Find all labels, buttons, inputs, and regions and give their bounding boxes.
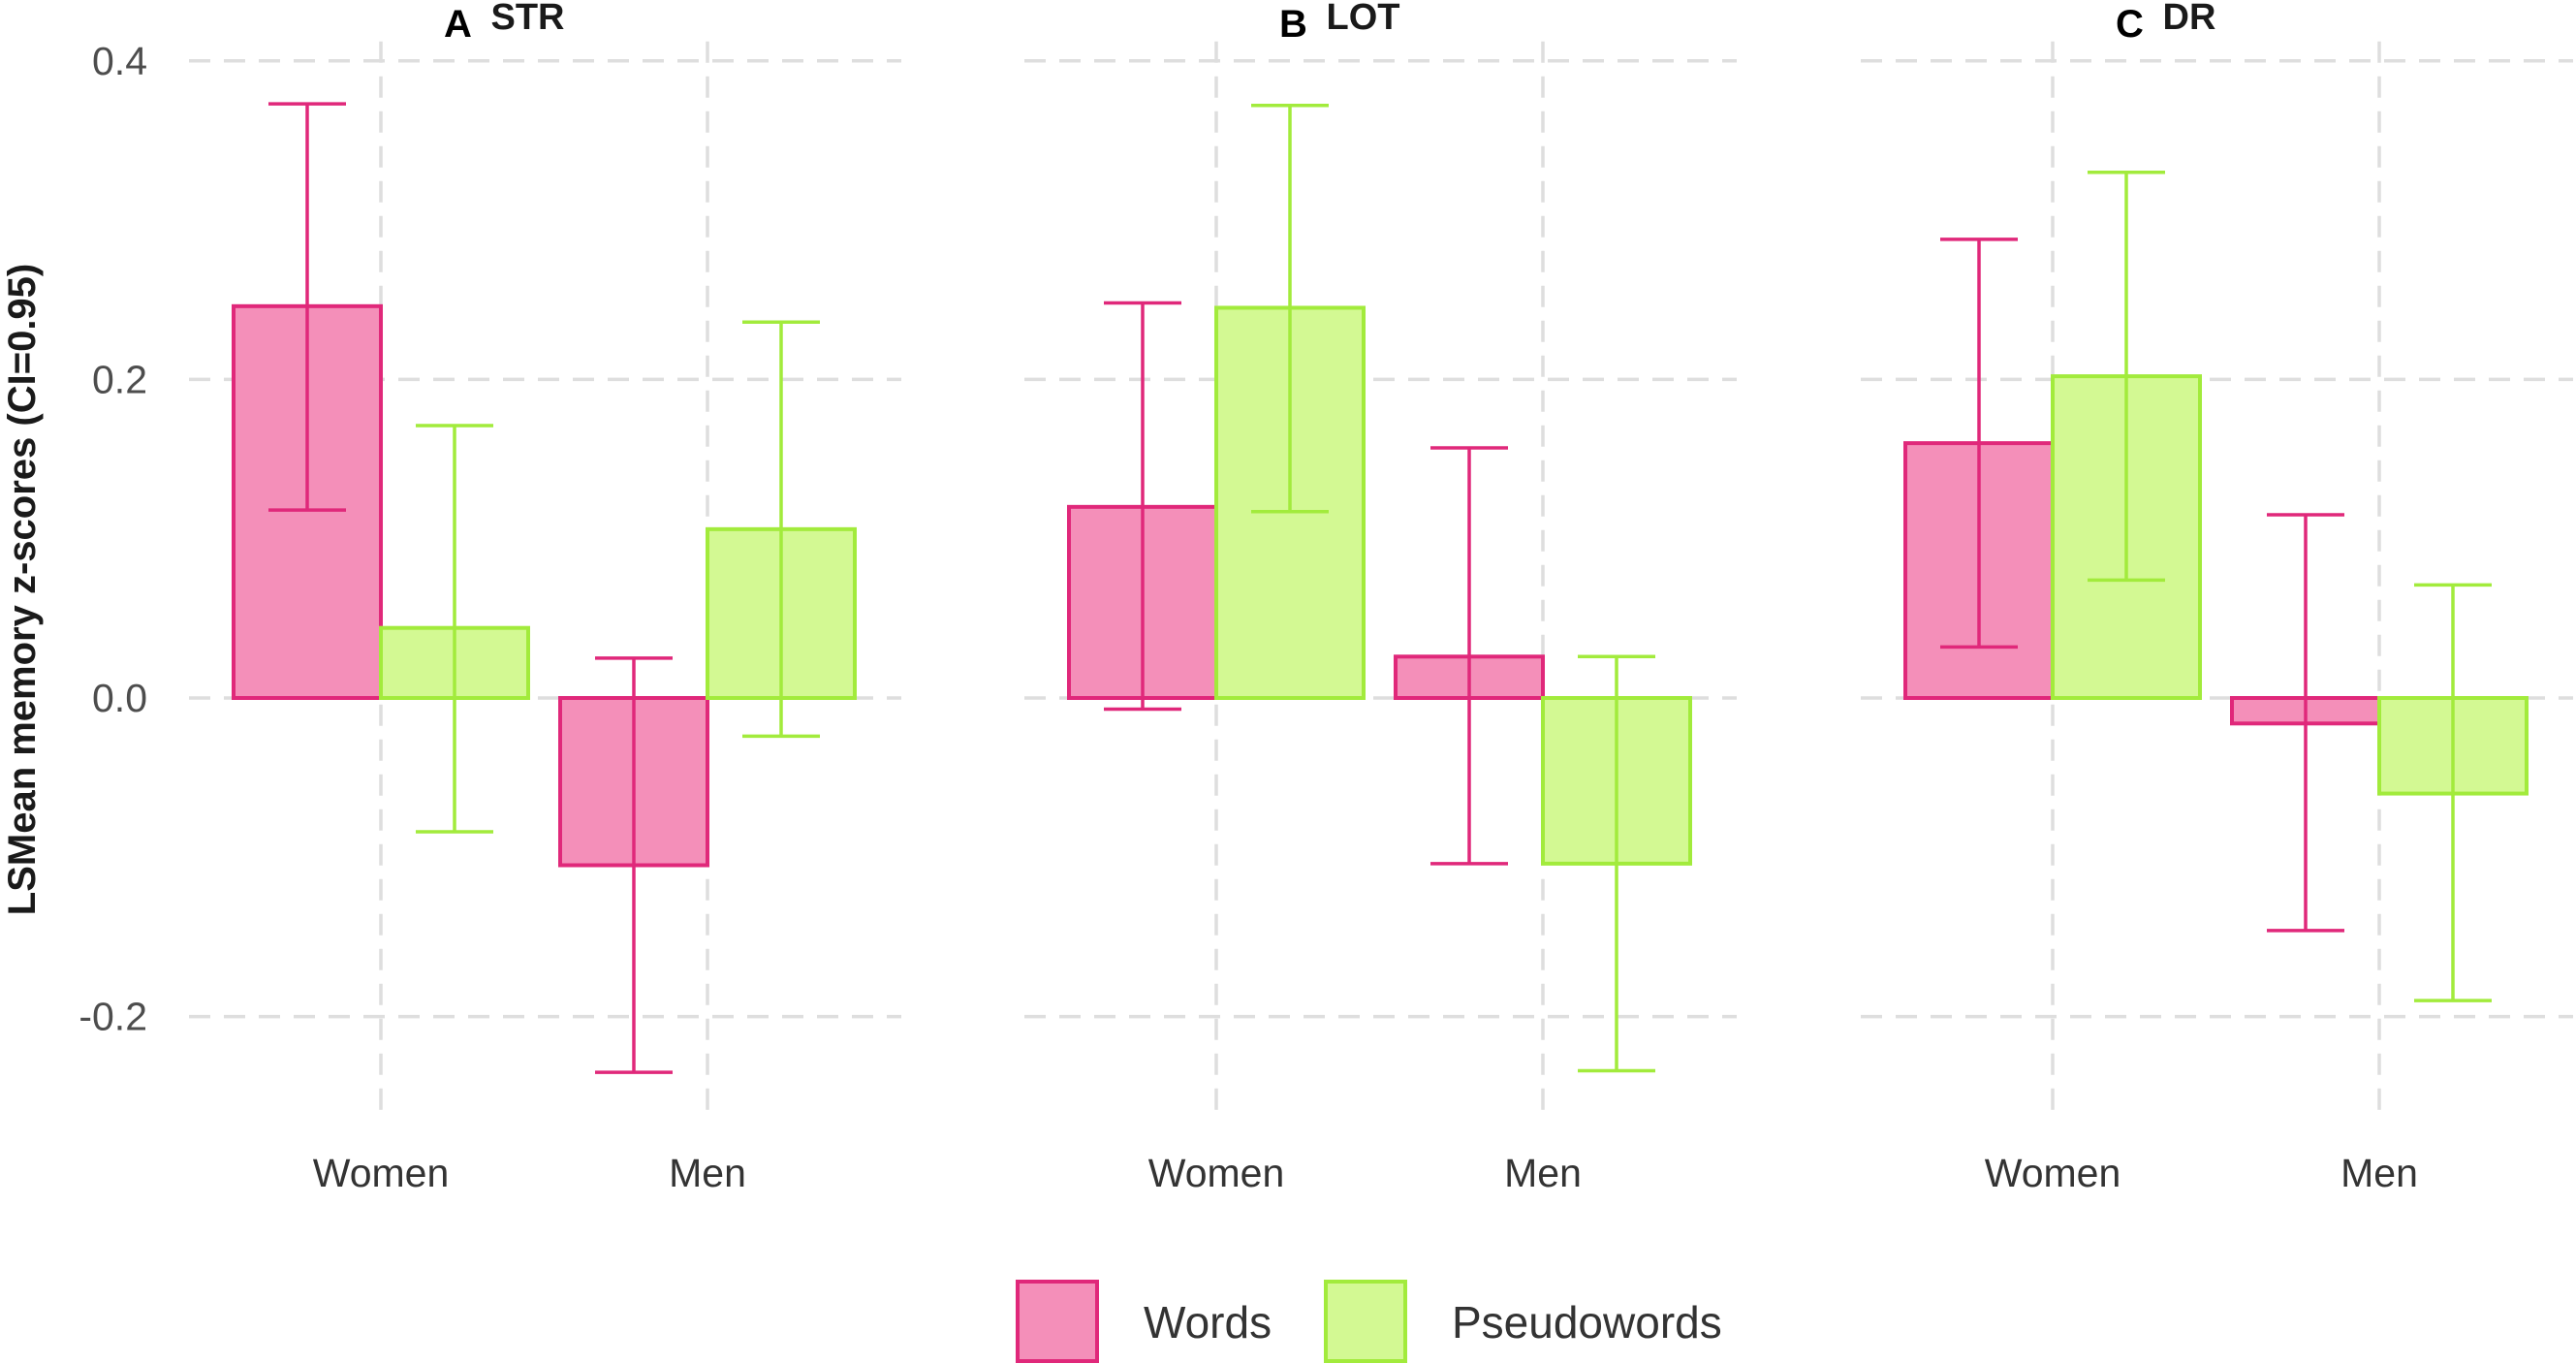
error-bar xyxy=(1104,301,1181,712)
x-category-label: Men xyxy=(669,1151,746,1195)
panel-label: C xyxy=(2116,3,2144,46)
error-bar xyxy=(268,102,346,512)
y-axis-label: LSMean memory z-scores (CI=0.95) xyxy=(1,264,44,915)
x-category-label: Men xyxy=(1504,1151,1582,1195)
y-tick-label: -0.2 xyxy=(79,995,147,1039)
y-tick-label: 0.2 xyxy=(92,357,147,401)
error-bar xyxy=(2414,583,2492,1002)
error-bar xyxy=(2088,171,2165,583)
error-bar xyxy=(595,656,673,1074)
error-bar xyxy=(1940,238,2018,650)
panel-label: B xyxy=(1279,3,1307,46)
panels: A STR Women Men B LOT Women Men C DR Women Men xyxy=(189,0,2573,1195)
panel-title: DR xyxy=(2163,0,2216,38)
y-tick-label: 0.0 xyxy=(92,676,147,720)
panel-title: LOT xyxy=(1327,0,1400,38)
y-axis-ticks: -0.2 0.0 0.2 0.4 xyxy=(79,39,147,1039)
panel-label: A xyxy=(444,3,472,46)
legend-label-words: Words xyxy=(1144,1297,1272,1348)
error-bar xyxy=(2267,513,2344,933)
x-category-label: Men xyxy=(2340,1151,2418,1195)
x-category-label: Women xyxy=(1148,1151,1285,1195)
error-bar xyxy=(416,424,493,834)
legend-label-pseudowords: Pseudowords xyxy=(1452,1297,1722,1348)
legend: Words Pseudowords xyxy=(1016,1280,1722,1363)
error-bar xyxy=(1430,446,1508,866)
panel-dr: C DR Women Men xyxy=(1861,0,2573,1195)
error-bar xyxy=(1578,654,1655,1073)
x-category-label: Women xyxy=(1985,1151,2121,1195)
legend-swatch-pseudowords xyxy=(1324,1280,1407,1363)
panel-lot: B LOT Women Men xyxy=(1024,0,1737,1195)
error-bar xyxy=(742,320,820,739)
error-bar xyxy=(1251,104,1329,514)
panel-title: STR xyxy=(491,0,565,38)
panel-str: A STR Women Men xyxy=(189,0,901,1195)
legend-swatch-words xyxy=(1016,1280,1099,1363)
x-category-label: Women xyxy=(313,1151,450,1195)
y-tick-label: 0.4 xyxy=(92,39,147,83)
